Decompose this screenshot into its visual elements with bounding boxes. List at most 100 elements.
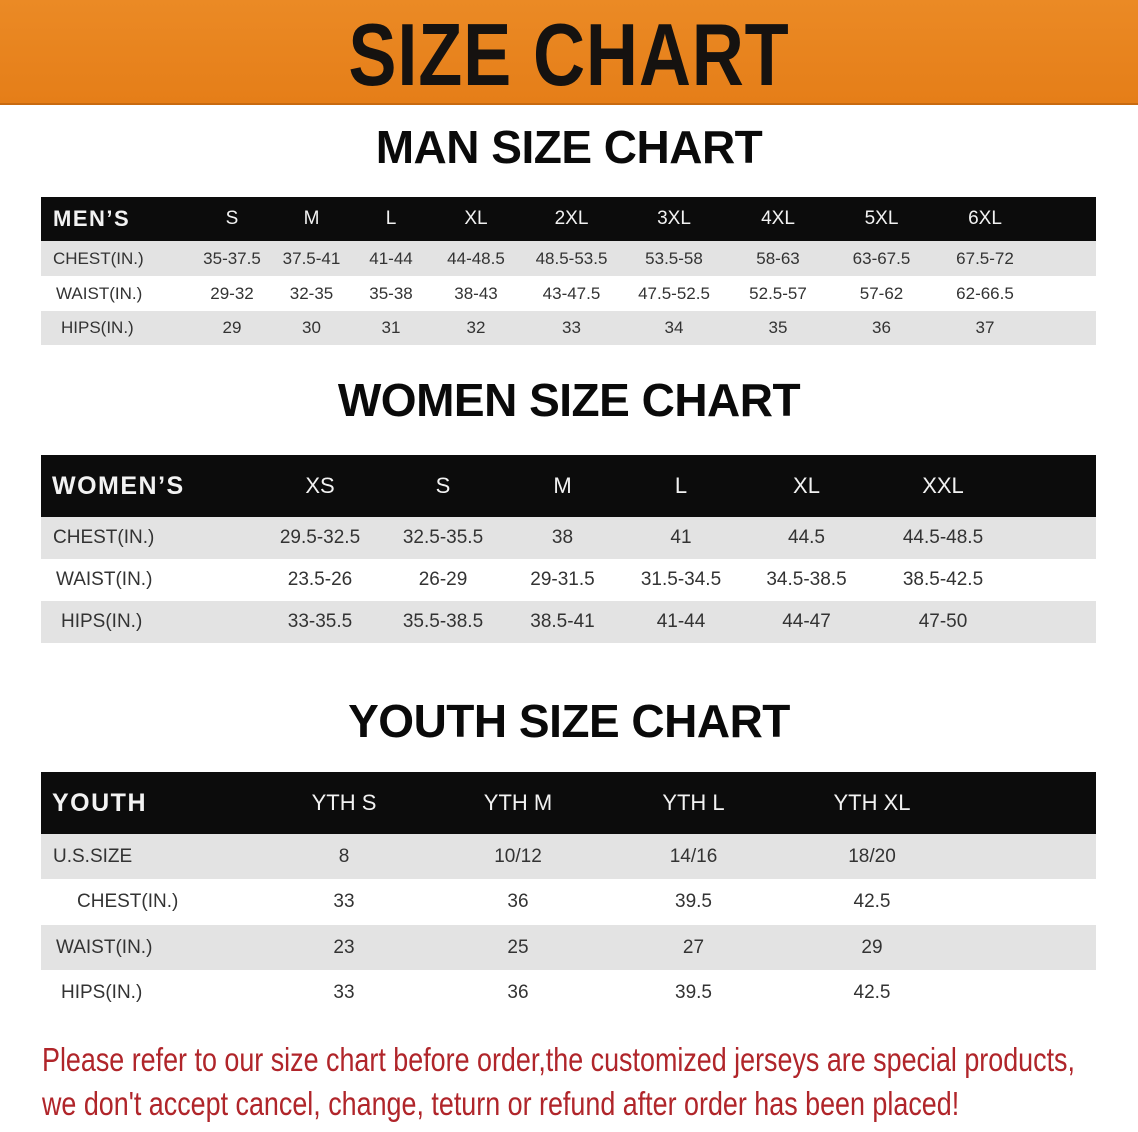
table-cell: 33 [562,318,581,337]
table-cell: 35.5-38.5 [402,611,484,632]
table-row: HIPS(IN.) 33-35.5 35.5-38.5 38.5-41 41-44 44-… [41,601,1096,643]
notice-line-1: Please refer to our size chart before or… [42,1041,1075,1078]
table-cell: 42.5 [853,891,891,912]
size-column-header: L [674,473,688,498]
table-row: WAIST(IN.) 29-32 32-35 35-38 38-43 43-47.5 47.… [41,276,1096,311]
header-label: WOMEN’S [52,471,185,500]
table-row: WAIST(IN.) 23 25 27 29 [41,925,1096,970]
table-cell: 48.5-53.5 [535,248,608,268]
table-cell: 33-35.5 [287,611,353,632]
table-cell: 42.5 [853,981,891,1003]
table-cell: 38.5-42.5 [902,569,984,590]
size-column-header: XS [305,473,335,498]
table-row: U.S.SIZE 8 10/12 14/16 18/20 [41,834,1096,879]
table-cell: 44.5 [788,527,825,548]
table-cell: 32 [466,318,486,337]
size-column-header: XXL [922,473,964,498]
table-cell: 37 [975,318,995,337]
header-label: MEN’S [53,206,131,231]
size-column-header: XL [464,208,488,229]
size-column-header: M [553,473,572,498]
header-label: YOUTH [52,788,147,817]
size-column-header: YTH S [311,790,377,815]
table-cell: 35 [768,318,788,337]
table-row: CHEST(IN.) 33 36 39.5 42.5 [41,879,1096,925]
size-column-header: 2XL [554,208,589,229]
table-cell: 58-63 [756,248,800,268]
row-label: HIPS(IN.) [61,318,134,337]
men-size-table: MEN’S S M L XL 2XL 3XL 4XL 5XL 6XL CHEST(IN.) 35-37… [41,197,1096,345]
size-column-header: YTH XL [833,790,911,815]
size-column-header: XL [793,473,820,498]
size-column-header: M [303,208,320,229]
table-cell: 14/16 [669,845,718,867]
size-column-header: L [385,208,397,229]
table-cell: 57-62 [859,283,904,303]
table-cell: 37.5-41 [282,248,341,268]
table-header-row: YOUTH YTH S YTH M YTH L YTH XL [41,772,1096,834]
row-label: CHEST(IN.) [53,248,144,268]
table-cell: 44-47 [782,611,831,632]
table-header-row: MEN’S S M L XL 2XL 3XL 4XL 5XL 6XL [41,197,1096,241]
table-cell: 31.5-34.5 [640,569,722,590]
table-cell: 36 [507,981,529,1003]
table-cell: 33 [333,891,355,912]
table-cell: 23 [333,936,355,958]
table-cell: 27 [682,936,705,958]
size-column-header: 6XL [968,208,1002,229]
table-cell: 34.5-38.5 [766,569,847,590]
table-cell: 32-35 [289,283,334,303]
notice-line-2: we don't accept cancel, change, teturn o… [42,1085,960,1122]
table-row: WAIST(IN.) 23.5-26 26-29 29-31.5 31.5-34.5 34… [41,559,1096,601]
table-cell: 41-44 [656,611,706,632]
size-chart-banner: SIZE CHART [0,0,1138,105]
table-cell: 67.5-72 [956,248,1014,268]
table-row: HIPS(IN.) 33 36 39.5 42.5 [41,970,1096,1015]
table-cell: 29-32 [210,283,254,303]
size-column-header: YTH L [662,790,725,815]
table-cell: 36 [507,891,529,912]
table-cell: 35-37.5 [203,248,261,268]
table-cell: 30 [302,318,321,337]
table-cell: 52.5-57 [749,283,807,303]
table-cell: 10/12 [494,845,542,867]
table-cell: 39.5 [675,891,712,912]
youth-chart-title: YOUTH SIZE CHART [348,695,790,747]
banner-title: SIZE CHART [348,5,790,104]
table-cell: 26-29 [418,569,468,590]
table-cell: 29 [222,318,242,337]
table-row: CHEST(IN.) 35-37.5 37.5-41 41-44 44-48.5 48.5… [41,241,1096,276]
table-cell: 41 [670,527,692,548]
row-label: WAIST(IN.) [56,569,153,590]
table-cell: 41-44 [369,248,413,268]
table-cell: 62-66.5 [956,283,1014,303]
table-cell: 38.5-41 [530,611,595,632]
table-cell: 31 [381,318,401,337]
table-cell: 29 [861,936,883,958]
table-cell: 44-48.5 [447,248,505,268]
men-chart-title: MAN SIZE CHART [375,121,763,173]
table-cell: 38-43 [454,283,498,303]
table-cell: 39.5 [675,981,712,1003]
row-label: WAIST(IN.) [56,283,143,303]
table-cell: 47-50 [918,611,968,632]
table-cell: 38 [551,527,574,548]
order-notice: Please refer to our size chart before or… [42,1038,1075,1126]
table-cell: 53.5-58 [645,248,703,268]
table-row: CHEST(IN.) 29.5-32.5 32.5-35.5 38 41 44.5 44.5… [41,517,1096,559]
size-column-header: YTH M [483,790,553,815]
women-chart-title: WOMEN SIZE CHART [337,374,801,426]
table-cell: 36 [872,318,891,337]
row-label: HIPS(IN.) [61,611,143,632]
table-cell: 29-31.5 [530,569,595,590]
table-header-row: WOMEN’S XS S M L XL XXL [41,455,1096,517]
size-column-header: 5XL [864,208,899,229]
table-cell: 43-47.5 [542,283,601,303]
table-cell: 33 [333,981,355,1003]
table-cell: 35-38 [369,283,413,303]
row-label: CHEST(IN.) [53,527,155,548]
table-cell: 63-67.5 [852,248,911,268]
table-cell: 23.5-26 [287,569,353,590]
table-cell: 32.5-35.5 [402,527,484,548]
row-label: WAIST(IN.) [56,936,153,958]
